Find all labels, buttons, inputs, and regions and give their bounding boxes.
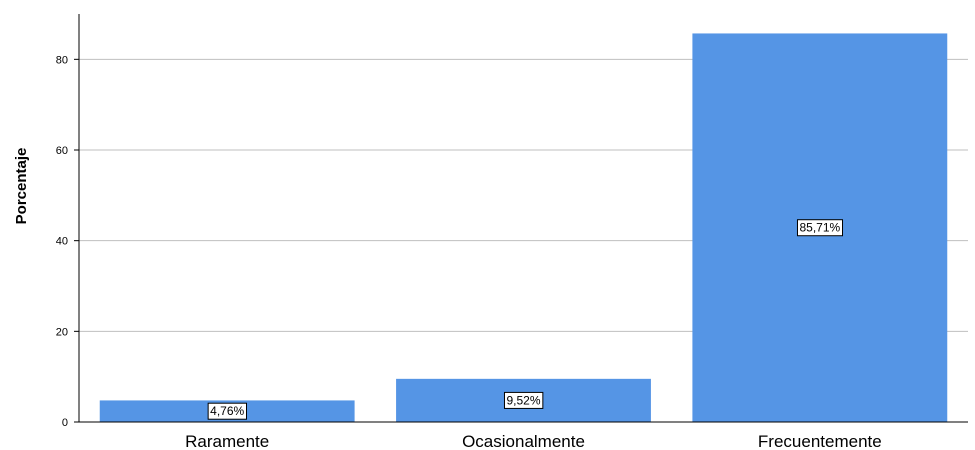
x-labels: Raramente Ocasionalmente Frecuentemente bbox=[185, 432, 882, 450]
data-label: 4,76% bbox=[207, 402, 248, 420]
data-label-text: 9,52% bbox=[506, 393, 540, 407]
x-category-label: Ocasionalmente bbox=[462, 432, 585, 450]
data-label-text: 4,76% bbox=[210, 404, 244, 418]
y-tick-label: 80 bbox=[56, 54, 68, 66]
data-label-box bbox=[796, 219, 844, 237]
x-category-label: Frecuentemente bbox=[758, 432, 882, 450]
data-label: 85,71% bbox=[796, 219, 844, 237]
y-tick-label: 0 bbox=[62, 417, 68, 429]
data-labels: 4,76% 9,52% 85,71% bbox=[207, 219, 844, 420]
data-label-box bbox=[207, 402, 248, 420]
y-ticks: 0 20 40 60 80 bbox=[56, 54, 79, 429]
y-tick-label: 20 bbox=[56, 326, 68, 338]
data-label: 9,52% bbox=[503, 391, 544, 409]
data-label-box bbox=[503, 391, 544, 409]
y-tick-label: 40 bbox=[56, 236, 68, 248]
data-label-text: 85,71% bbox=[799, 221, 840, 235]
y-axis-title: Porcentaje bbox=[13, 148, 30, 225]
y-tick-label: 60 bbox=[56, 145, 68, 157]
x-category-label: Raramente bbox=[185, 432, 269, 450]
